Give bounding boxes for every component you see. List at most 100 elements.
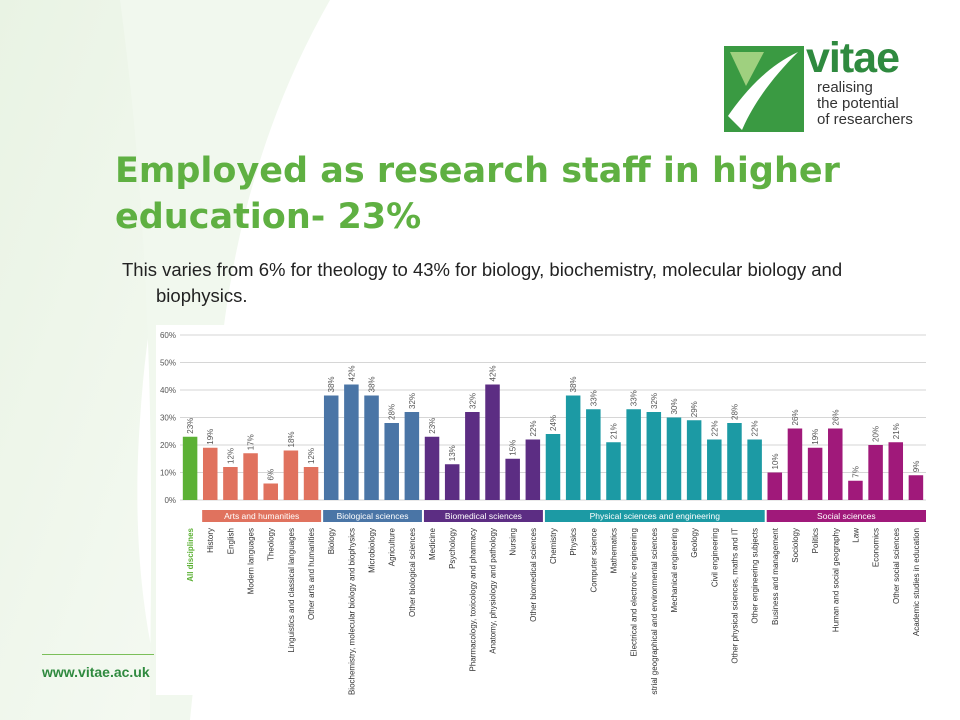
category-label: History [206, 528, 215, 553]
y-tick-label: 0% [164, 496, 176, 505]
y-tick-label: 10% [160, 469, 176, 478]
bar-value-label: 22% [529, 420, 538, 436]
category-label: Politics [811, 528, 820, 553]
y-tick-label: 30% [160, 414, 176, 423]
bar-value-label: 28% [388, 404, 397, 420]
category-label: English [226, 528, 235, 554]
bar-value-label: 13% [448, 445, 457, 461]
y-tick-label: 20% [160, 441, 176, 450]
bar-value-label: 12% [226, 448, 235, 464]
logo-tagline-line: the potential [817, 95, 899, 112]
bar-chart: 0% 10% 20% 30% 40% 50% 60% 23% All disciplines 19… [156, 325, 928, 695]
category-label: Biology [327, 528, 336, 554]
chart-bar [565, 395, 581, 500]
chart-bar [787, 428, 803, 500]
category-label: Electrical and electronic engineering [630, 528, 639, 657]
bar-value-label: 38% [327, 376, 336, 392]
bar-value-label: 22% [710, 420, 719, 436]
chart-bar [243, 453, 258, 500]
category-label: Other engineering subjects [751, 528, 760, 624]
chart-bar [485, 384, 500, 500]
chart-bar [505, 458, 520, 500]
bar-value-label: 24% [549, 415, 558, 431]
group-band [544, 510, 765, 522]
bar-value-label: 28% [730, 404, 739, 420]
chart-bar [182, 436, 198, 500]
chart-bar [707, 439, 722, 500]
chart-bar [465, 412, 480, 500]
chart-bar [586, 409, 601, 500]
category-label: All disciplines [186, 527, 195, 581]
bar-value-label: 18% [287, 431, 296, 447]
bar-value-label: 21% [892, 423, 901, 439]
bar-value-label: 7% [851, 466, 860, 478]
category-label: Computer science [589, 527, 598, 592]
bar-value-label: 33% [630, 390, 639, 406]
bar-value-label: 38% [368, 376, 377, 392]
category-label: Theology [267, 528, 276, 561]
logo-tagline-line: of researchers [817, 111, 913, 128]
chart-bar [263, 483, 278, 500]
y-tick-label: 60% [160, 331, 176, 340]
logo-wordmark: vitae [806, 34, 900, 82]
group-band-label: Biomedical sciences [445, 511, 522, 521]
chart-bar [848, 480, 863, 500]
chart-bar [727, 423, 742, 500]
footer-url: www.vitae.ac.uk [42, 664, 150, 680]
chart-bar [888, 442, 904, 500]
chart-bar [747, 439, 762, 500]
category-label: Chemistry [549, 528, 558, 564]
bar-value-label: 32% [650, 393, 659, 409]
chart-bar [223, 467, 238, 500]
bar-value-label: 32% [408, 393, 417, 409]
bar-value-label: 20% [872, 426, 881, 442]
chart-bar [767, 472, 783, 500]
group-band-label: Social sciences [817, 511, 876, 521]
footer-divider [42, 654, 154, 655]
category-label: Mechanical engineering [670, 528, 679, 613]
category-label: Civil engineering [710, 528, 719, 587]
bar-value-label: 10% [771, 453, 780, 469]
chart-bar [303, 467, 319, 500]
category-label: Other biomedical sciences [529, 528, 538, 622]
chart-bar [525, 439, 541, 500]
category-label: Other arts and humanities [307, 528, 316, 620]
category-label: Nursing [509, 528, 518, 556]
category-label: Pharmacology, toxicology and pharmacy [468, 528, 477, 671]
chart-bar [646, 412, 662, 500]
category-label: Other physical sciences, maths and IT [730, 528, 739, 664]
bar-value-label: 15% [509, 440, 518, 456]
slide-subtitle: This varies from 6% for theology to 43% … [122, 259, 843, 306]
category-label: Other social sciences [892, 528, 901, 604]
vitae-logo-mark-icon [724, 46, 804, 132]
bar-value-label: 29% [690, 401, 699, 417]
chart-bar [868, 445, 883, 500]
chart-bar [666, 417, 682, 500]
category-label: Linguistics and classical languages [287, 528, 296, 653]
y-tick-label: 40% [160, 386, 176, 395]
bar-value-label: 21% [609, 423, 618, 439]
group-band [202, 510, 322, 522]
chart-bar [323, 395, 339, 500]
bar-value-label: 33% [589, 390, 598, 406]
bar-value-label: 42% [347, 365, 356, 381]
category-label: Physical & terrestrial geographical and … [650, 528, 659, 695]
group-band [766, 510, 926, 522]
category-label: Biochemistry, molecular biology and biop… [347, 528, 356, 695]
y-tick-label: 50% [160, 359, 176, 368]
category-label: Other biological sciences [408, 528, 417, 617]
chart-bar [444, 464, 460, 500]
category-label: Medicine [428, 527, 437, 560]
chart-bar [424, 436, 440, 500]
bar-value-label: 23% [428, 418, 437, 434]
chart-bar [828, 428, 843, 500]
chart-bar [626, 409, 641, 500]
category-label: Microbiology [368, 528, 377, 573]
chart-bar [364, 395, 379, 500]
chart-bar [384, 423, 399, 500]
bar-value-label: 17% [247, 434, 256, 450]
bar-value-label: 9% [912, 461, 921, 473]
bar-value-label: 30% [670, 398, 679, 414]
category-label: Economics [872, 528, 881, 567]
group-band [423, 510, 543, 522]
